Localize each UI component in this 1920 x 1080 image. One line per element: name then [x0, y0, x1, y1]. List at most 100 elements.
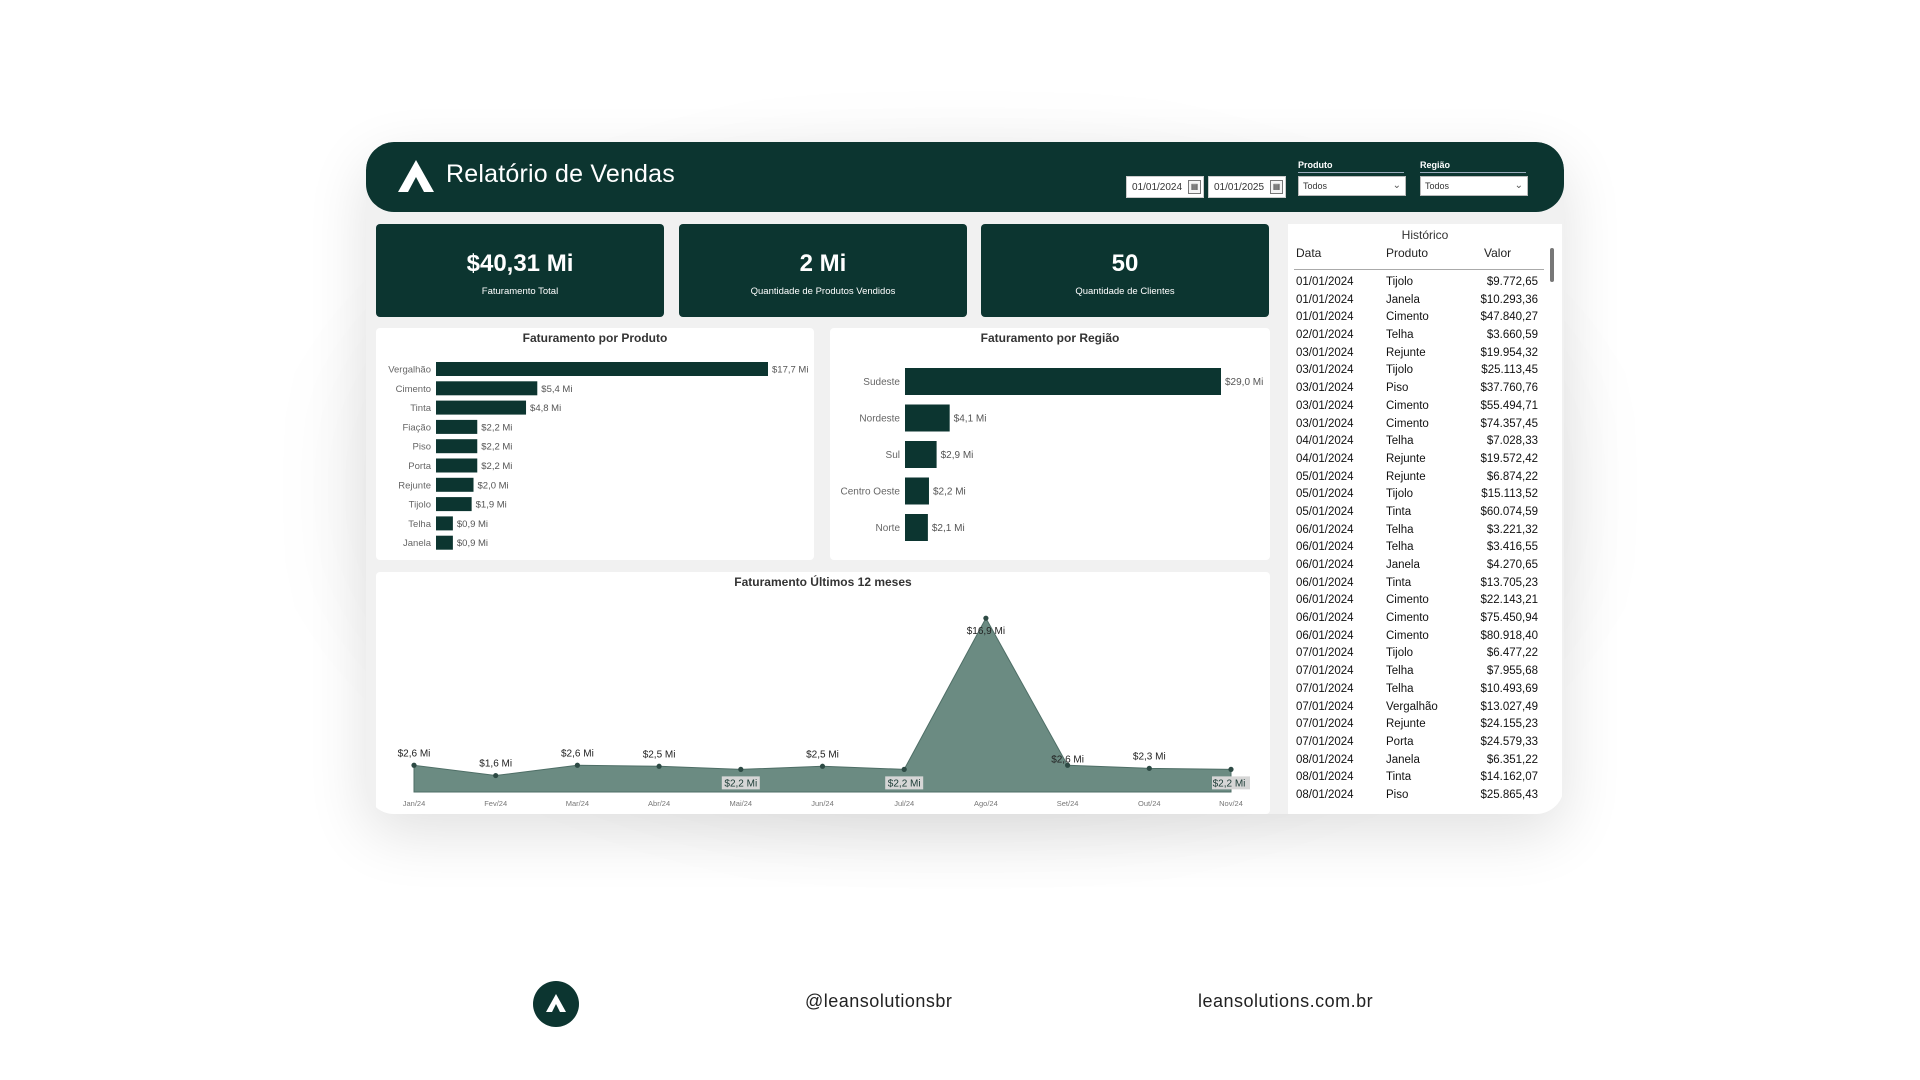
- bar[interactable]: [436, 439, 478, 454]
- cell-data: 04/01/2024: [1296, 435, 1354, 448]
- table-row[interactable]: 07/01/2024 Telha $10.493,69: [1288, 681, 1548, 699]
- data-point[interactable]: [411, 762, 417, 768]
- table-row[interactable]: 07/01/2024 Telha $7.955,68: [1288, 663, 1548, 681]
- x-tick-label: Jan/24: [403, 799, 426, 808]
- cell-produto: Cimento: [1386, 629, 1429, 642]
- table-row[interactable]: 06/01/2024 Cimento $22.143,21: [1288, 592, 1548, 610]
- bar[interactable]: [905, 514, 928, 541]
- data-point[interactable]: [983, 615, 989, 621]
- cell-valor: $19.954,32: [1480, 346, 1538, 359]
- data-point[interactable]: [738, 766, 744, 772]
- category-label: Fiação: [402, 422, 431, 433]
- cell-produto: Tinta: [1386, 771, 1412, 784]
- data-label: $1,9 Mi: [476, 500, 507, 511]
- area-series: [413, 617, 1232, 793]
- table-row[interactable]: 08/01/2024 Piso $25.865,43: [1288, 787, 1548, 805]
- category-label: Centro Oeste: [841, 487, 901, 498]
- cell-valor: $7.028,33: [1486, 435, 1538, 448]
- table-row[interactable]: 08/01/2024 Janela $6.351,22: [1288, 752, 1548, 770]
- x-tick-label: Mar/24: [566, 799, 589, 808]
- category-label: Nordeste: [859, 414, 900, 425]
- table-row[interactable]: 06/01/2024 Janela $4.270,65: [1288, 557, 1548, 575]
- data-label: $2,2 Mi: [724, 778, 757, 789]
- category-label: Rejunte: [398, 480, 431, 491]
- category-label: Tinta: [410, 403, 431, 414]
- table-row[interactable]: 03/01/2024 Tijolo $25.113,45: [1288, 362, 1548, 380]
- table-row[interactable]: 06/01/2024 Telha $3.416,55: [1288, 539, 1548, 557]
- bar[interactable]: [436, 419, 478, 434]
- table-row[interactable]: 07/01/2024 Porta $24.579,33: [1288, 734, 1548, 752]
- cell-produto: Janela: [1386, 753, 1420, 766]
- cell-produto: Rejunte: [1386, 452, 1426, 465]
- kpi-value: 2 Mi: [799, 250, 847, 277]
- data-point[interactable]: [1228, 766, 1234, 772]
- data-label: $2,0 Mi: [478, 480, 509, 491]
- bar[interactable]: [905, 368, 1221, 395]
- bar[interactable]: [436, 400, 527, 415]
- table-row[interactable]: 01/01/2024 Cimento $47.840,27: [1288, 309, 1548, 327]
- cell-valor: $6.351,22: [1486, 753, 1538, 766]
- date-end-input[interactable]: 01/01/2025 ▦: [1208, 176, 1286, 198]
- table-row[interactable]: 03/01/2024 Cimento $55.494,71: [1288, 398, 1548, 416]
- table-row[interactable]: 01/01/2024 Janela $10.293,36: [1288, 292, 1548, 310]
- bar[interactable]: [905, 404, 950, 432]
- cell-data: 08/01/2024: [1296, 771, 1354, 784]
- data-point[interactable]: [1065, 762, 1071, 768]
- data-point[interactable]: [819, 763, 826, 769]
- table-row[interactable]: 04/01/2024 Telha $7.028,33: [1288, 433, 1548, 451]
- table-row[interactable]: 01/01/2024 Tijolo $9.772,65: [1288, 274, 1548, 292]
- table-row[interactable]: 06/01/2024 Cimento $80.918,40: [1288, 628, 1548, 646]
- data-point[interactable]: [493, 772, 499, 779]
- bar[interactable]: [905, 441, 937, 468]
- history-title: Histórico: [1401, 228, 1449, 242]
- cell-produto: Tijolo: [1386, 276, 1414, 288]
- table-row[interactable]: 07/01/2024 Vergalhão $13.027,49: [1288, 699, 1548, 717]
- filter-regiao-select[interactable]: Todos ⌄: [1420, 176, 1528, 196]
- bar[interactable]: [436, 497, 472, 512]
- bar[interactable]: [436, 458, 478, 473]
- bar[interactable]: [436, 381, 538, 396]
- data-point[interactable]: [901, 766, 907, 772]
- x-tick-label: Ago/24: [974, 799, 998, 808]
- cell-data: 07/01/2024: [1296, 647, 1354, 660]
- calendar-icon[interactable]: ▦: [1188, 180, 1201, 194]
- cell-data: 03/01/2024: [1296, 399, 1354, 412]
- panel-faturamento-regiao: Faturamento por Região Sudeste $29,0 Mi No…: [830, 328, 1270, 560]
- bar[interactable]: [905, 477, 929, 505]
- data-label: $2,2 Mi: [1213, 778, 1246, 789]
- data-point[interactable]: [1146, 765, 1152, 771]
- date-start-input[interactable]: 01/01/2024 ▦: [1126, 176, 1204, 198]
- table-row[interactable]: 07/01/2024 Tijolo $6.477,22: [1288, 645, 1548, 663]
- table-row[interactable]: 06/01/2024 Tinta $13.705,23: [1288, 575, 1548, 593]
- table-row[interactable]: 05/01/2024 Rejunte $6.874,22: [1288, 469, 1548, 487]
- cell-valor: $55.494,71: [1480, 399, 1538, 412]
- table-row[interactable]: 04/01/2024 Rejunte $19.572,42: [1288, 451, 1548, 469]
- cell-data: 04/01/2024: [1296, 452, 1354, 465]
- data-point[interactable]: [574, 762, 580, 768]
- table-row[interactable]: 03/01/2024 Piso $37.760,76: [1288, 380, 1548, 398]
- scrollbar[interactable]: [1550, 248, 1554, 282]
- table-row[interactable]: 05/01/2024 Tijolo $15.113,52: [1288, 486, 1548, 504]
- bar[interactable]: [436, 362, 768, 376]
- top-bar: Relatório de Vendas 01/01/2024 ▦ 01/01/2…: [366, 142, 1564, 212]
- filter-produto-select[interactable]: Todos ⌄: [1298, 176, 1406, 196]
- table-row[interactable]: 03/01/2024 Rejunte $19.954,32: [1288, 345, 1548, 363]
- panel-faturamento-meses: Faturamento Últimos 12 meses $2,6 Mi Jan/…: [376, 572, 1270, 814]
- table-row[interactable]: 06/01/2024 Cimento $75.450,94: [1288, 610, 1548, 628]
- table-row[interactable]: 02/01/2024 Telha $3.660,59: [1288, 327, 1548, 345]
- bar[interactable]: [436, 535, 453, 550]
- bar[interactable]: [436, 477, 474, 492]
- calendar-icon[interactable]: ▦: [1270, 180, 1283, 194]
- table-row[interactable]: 07/01/2024 Rejunte $24.155,23: [1288, 716, 1548, 734]
- table-row[interactable]: 05/01/2024 Tinta $60.074,59: [1288, 504, 1548, 522]
- kpi-produtos: 2 Mi Quantidade de Produtos Vendidos: [679, 224, 967, 317]
- table-row[interactable]: 03/01/2024 Cimento $74.357,45: [1288, 416, 1548, 434]
- bar[interactable]: [436, 516, 453, 531]
- table-row[interactable]: 06/01/2024 Telha $3.221,32: [1288, 522, 1548, 540]
- cell-data: 06/01/2024: [1296, 523, 1354, 536]
- data-point[interactable]: [656, 763, 662, 769]
- cell-valor: $3.660,59: [1486, 329, 1538, 342]
- column-header-produto: Produto: [1386, 246, 1429, 260]
- table-row[interactable]: 08/01/2024 Tinta $14.162,07: [1288, 769, 1548, 787]
- data-label: $2,6 Mi: [398, 748, 431, 759]
